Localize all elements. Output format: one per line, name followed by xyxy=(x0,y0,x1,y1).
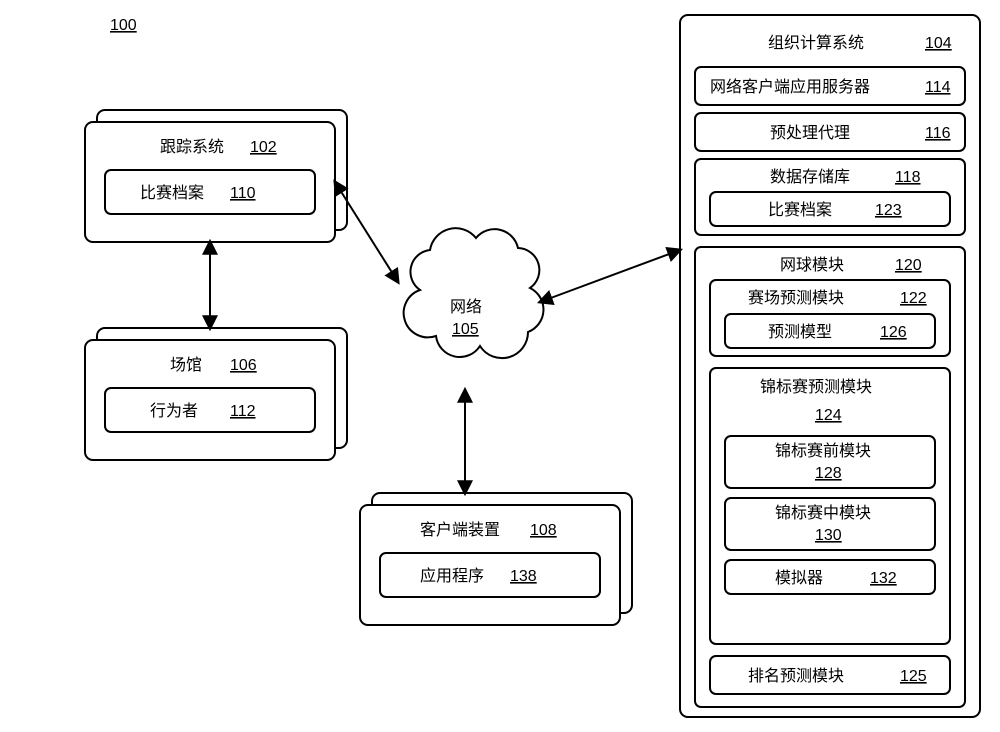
tracking-inner-label: 比赛档案 xyxy=(140,183,204,202)
org-row2-num: 118 xyxy=(895,169,921,186)
venue-title: 场馆 xyxy=(170,356,202,374)
venue-inner-label: 行为者 xyxy=(150,402,198,420)
org-row2-label: 数据存储库 xyxy=(770,168,850,186)
org-row3-c0-num: 122 xyxy=(900,290,927,307)
org-row3-c1-label: 锦标赛预测模块 xyxy=(760,377,872,396)
org-row3-c2-label: 排名预测模块 xyxy=(748,667,844,685)
org-row3-c0-c0-label: 预测模型 xyxy=(768,323,832,341)
org-row3-c1-c0-label: 锦标赛前模块 xyxy=(775,441,871,460)
org-row3-c1-num: 124 xyxy=(815,407,842,424)
org-row2-c0-label: 比赛档案 xyxy=(768,200,832,219)
client-inner-label: 应用程序 xyxy=(420,566,484,585)
org-row2-c0-num: 123 xyxy=(875,202,902,219)
org-row1-num: 116 xyxy=(925,125,951,142)
org-row3-label: 网球模块 xyxy=(780,256,844,274)
org-row3-num: 120 xyxy=(895,257,922,274)
org-title: 组织计算系统 xyxy=(768,33,864,52)
cloud-num: 105 xyxy=(452,321,479,338)
tracking-system-block: 跟踪系统 102 比赛档案 110 xyxy=(85,110,347,242)
client-num: 108 xyxy=(530,522,557,539)
org-row0-label: 网络客户端应用服务器 xyxy=(710,77,870,96)
org-num: 104 xyxy=(925,35,952,52)
org-row3-c0-c0-num: 126 xyxy=(880,324,907,341)
figure-ref: 100 xyxy=(110,17,137,34)
venue-inner-num: 112 xyxy=(230,403,256,420)
arrow-cloud-org xyxy=(540,250,680,302)
network-cloud: 网络 105 xyxy=(404,228,544,358)
org-row3-c1-c2-label: 模拟器 xyxy=(775,569,823,587)
org-row1-label: 预处理代理 xyxy=(770,124,850,142)
org-row3-c2-num: 125 xyxy=(900,668,927,685)
client-title: 客户端装置 xyxy=(420,521,500,539)
tracking-inner-num: 110 xyxy=(230,185,256,202)
org-row3-c1-c0-num: 128 xyxy=(815,465,842,482)
org-system-block: 组织计算系统 104 网络客户端应用服务器 114 预处理代理 116 数据存储… xyxy=(680,15,980,717)
cloud-label: 网络 xyxy=(450,297,482,316)
client-inner-num: 138 xyxy=(510,568,537,585)
org-row3-c1-c1-label: 锦标赛中模块 xyxy=(775,503,871,522)
venue-num: 106 xyxy=(230,357,257,374)
tracking-title: 跟踪系统 xyxy=(160,138,224,156)
org-row3-c0-label: 赛场预测模块 xyxy=(748,288,844,307)
org-row3-c1-c1-num: 130 xyxy=(815,527,842,544)
tracking-num: 102 xyxy=(250,139,277,156)
venue-block: 场馆 106 行为者 112 xyxy=(85,328,347,460)
org-row3-c1-c2-num: 132 xyxy=(870,570,897,587)
org-row0-num: 114 xyxy=(925,79,951,96)
arrow-tracking-cloud xyxy=(335,182,398,282)
client-device-block: 客户端装置 108 应用程序 138 xyxy=(360,493,632,625)
